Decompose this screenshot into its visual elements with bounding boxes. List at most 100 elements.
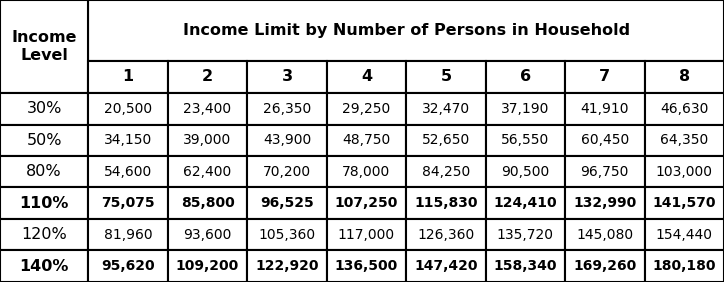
Text: 43,900: 43,900 bbox=[263, 133, 311, 147]
Bar bbox=[88, 93, 168, 125]
Text: 75,075: 75,075 bbox=[101, 196, 155, 210]
Text: 39,000: 39,000 bbox=[183, 133, 232, 147]
Text: 52,650: 52,650 bbox=[422, 133, 470, 147]
Bar bbox=[168, 93, 248, 125]
Text: 2: 2 bbox=[202, 69, 213, 84]
Bar bbox=[248, 125, 327, 156]
Bar bbox=[327, 250, 406, 282]
Bar bbox=[406, 125, 486, 156]
Text: 147,420: 147,420 bbox=[414, 259, 478, 273]
Text: 5: 5 bbox=[440, 69, 452, 84]
Text: 169,260: 169,260 bbox=[573, 259, 636, 273]
Text: 126,360: 126,360 bbox=[417, 228, 474, 242]
Text: 30%: 30% bbox=[27, 101, 62, 116]
Text: 7: 7 bbox=[599, 69, 610, 84]
Bar bbox=[565, 219, 644, 250]
Bar bbox=[0, 125, 88, 156]
Text: Income
Level: Income Level bbox=[12, 30, 77, 63]
Bar bbox=[88, 219, 168, 250]
Bar bbox=[644, 188, 724, 219]
Bar bbox=[168, 61, 248, 93]
Bar bbox=[327, 188, 406, 219]
Text: 8: 8 bbox=[678, 69, 690, 84]
Text: 20,500: 20,500 bbox=[104, 102, 152, 116]
Text: 80%: 80% bbox=[26, 164, 62, 179]
Bar bbox=[0, 250, 88, 282]
Bar bbox=[0, 0, 88, 93]
Bar bbox=[565, 61, 644, 93]
Text: 96,750: 96,750 bbox=[581, 165, 629, 179]
Text: 32,470: 32,470 bbox=[422, 102, 470, 116]
Text: 105,360: 105,360 bbox=[258, 228, 316, 242]
Text: 141,570: 141,570 bbox=[652, 196, 716, 210]
Text: 124,410: 124,410 bbox=[494, 196, 557, 210]
Text: 109,200: 109,200 bbox=[176, 259, 239, 273]
Text: 110%: 110% bbox=[20, 196, 69, 211]
Text: 93,600: 93,600 bbox=[183, 228, 232, 242]
Text: 64,350: 64,350 bbox=[660, 133, 708, 147]
Bar bbox=[0, 156, 88, 188]
Bar bbox=[168, 188, 248, 219]
Bar bbox=[168, 125, 248, 156]
Bar bbox=[486, 250, 565, 282]
Text: 95,620: 95,620 bbox=[101, 259, 155, 273]
Text: 85,800: 85,800 bbox=[181, 196, 235, 210]
Bar bbox=[327, 125, 406, 156]
Text: 78,000: 78,000 bbox=[342, 165, 390, 179]
Text: 120%: 120% bbox=[21, 227, 67, 242]
Text: 84,250: 84,250 bbox=[422, 165, 470, 179]
Bar bbox=[406, 188, 486, 219]
Bar bbox=[248, 219, 327, 250]
Text: 107,250: 107,250 bbox=[334, 196, 398, 210]
Text: 180,180: 180,180 bbox=[652, 259, 716, 273]
Bar bbox=[565, 125, 644, 156]
Bar bbox=[248, 61, 327, 93]
Bar bbox=[644, 61, 724, 93]
Bar bbox=[88, 156, 168, 188]
Bar bbox=[565, 188, 644, 219]
Text: 48,750: 48,750 bbox=[342, 133, 390, 147]
Text: 81,960: 81,960 bbox=[104, 228, 152, 242]
Text: 54,600: 54,600 bbox=[104, 165, 152, 179]
Text: 34,150: 34,150 bbox=[104, 133, 152, 147]
Bar bbox=[327, 93, 406, 125]
Bar bbox=[486, 125, 565, 156]
Bar bbox=[486, 61, 565, 93]
Bar bbox=[406, 219, 486, 250]
Bar bbox=[486, 188, 565, 219]
Text: 158,340: 158,340 bbox=[494, 259, 557, 273]
Text: 46,630: 46,630 bbox=[660, 102, 709, 116]
Bar bbox=[406, 93, 486, 125]
Bar bbox=[168, 250, 248, 282]
Text: 1: 1 bbox=[122, 69, 134, 84]
Bar bbox=[0, 93, 88, 125]
Bar bbox=[88, 61, 168, 93]
Bar bbox=[486, 156, 565, 188]
Text: 117,000: 117,000 bbox=[338, 228, 395, 242]
Bar bbox=[88, 125, 168, 156]
Text: 26,350: 26,350 bbox=[263, 102, 311, 116]
Text: 115,830: 115,830 bbox=[414, 196, 478, 210]
Text: 140%: 140% bbox=[20, 259, 69, 274]
Bar bbox=[565, 156, 644, 188]
Text: 50%: 50% bbox=[26, 133, 62, 148]
Bar bbox=[0, 219, 88, 250]
Bar bbox=[248, 188, 327, 219]
Text: 23,400: 23,400 bbox=[183, 102, 232, 116]
Bar bbox=[248, 250, 327, 282]
Bar bbox=[168, 156, 248, 188]
Text: 135,720: 135,720 bbox=[497, 228, 554, 242]
Text: 56,550: 56,550 bbox=[501, 133, 550, 147]
Bar bbox=[406, 250, 486, 282]
Bar bbox=[327, 156, 406, 188]
Text: 29,250: 29,250 bbox=[342, 102, 390, 116]
Text: 132,990: 132,990 bbox=[573, 196, 636, 210]
Text: 145,080: 145,080 bbox=[576, 228, 634, 242]
Text: 4: 4 bbox=[361, 69, 372, 84]
Bar bbox=[644, 219, 724, 250]
Bar bbox=[486, 93, 565, 125]
Text: 136,500: 136,500 bbox=[334, 259, 398, 273]
Bar bbox=[88, 0, 724, 61]
Text: 3: 3 bbox=[282, 69, 292, 84]
Bar bbox=[565, 250, 644, 282]
